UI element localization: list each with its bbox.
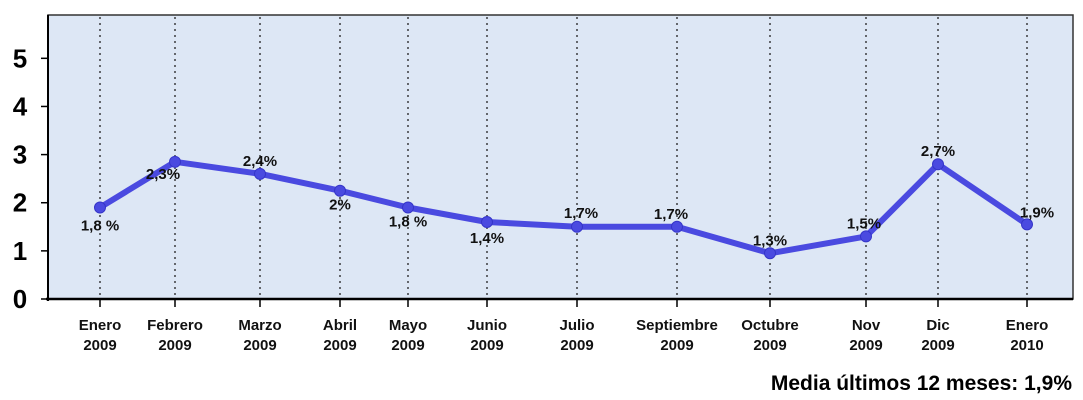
data-point-4 <box>402 201 414 214</box>
y-tick-label-5: 5 <box>13 43 27 73</box>
y-tick-labels: 0 1 2 3 4 5 <box>13 43 28 314</box>
data-label-0: 1,8 % <box>81 218 119 235</box>
y-tick-label-2: 2 <box>13 188 27 218</box>
x-tick-label-8: Octubre 2009 <box>741 317 799 354</box>
data-point-7 <box>671 220 683 233</box>
data-label-7: 1,7% <box>654 206 688 223</box>
data-label-5: 1,4% <box>470 230 504 247</box>
footnote-average: Media últimos 12 meses: 1,9% <box>771 372 1072 395</box>
x-tick-label-5: Junio 2009 <box>467 317 507 354</box>
x-tick-label-3: Abril 2009 <box>323 317 357 354</box>
x-tick-label-7: Septiembre 2009 <box>636 317 718 354</box>
data-point-10 <box>932 158 944 171</box>
data-point-8 <box>764 247 776 260</box>
x-tick-label-4: Mayo 2009 <box>389 317 427 354</box>
data-label-11: 1,9% <box>1020 204 1054 221</box>
data-label-4: 1,8 % <box>389 214 427 231</box>
y-tick-label-0: 0 <box>13 284 27 314</box>
x-tick-label-9: Nov 2009 <box>849 317 882 354</box>
data-point-6 <box>571 220 583 233</box>
data-point-1 <box>169 155 181 168</box>
x-tick-labels: Enero 2009 Febrero 2009 Marzo 2009 Abril 2009 Ma… <box>79 317 1049 354</box>
y-tick-label-3: 3 <box>13 140 27 170</box>
data-label-3: 2% <box>329 197 351 214</box>
data-point-9 <box>860 230 872 243</box>
axes <box>41 15 1073 307</box>
y-tick-label-1: 1 <box>13 236 27 266</box>
x-tick-label-0: Enero 2009 <box>79 317 122 354</box>
plot-area <box>47 14 1074 300</box>
data-label-8: 1,3% <box>753 232 787 249</box>
data-labels: 1,8 % 2,3% 2,4% 2% 1,8 % 1,4% 1,7% 1,7% 1,3% 1,5%… <box>81 143 1054 249</box>
data-label-9: 1,5% <box>847 215 881 232</box>
series-line-layer <box>97 158 1030 257</box>
data-label-6: 1,7% <box>564 205 598 222</box>
series-line <box>97 158 1030 257</box>
data-point-5 <box>481 215 493 228</box>
x-tick-label-11: Enero 2010 <box>1006 317 1049 354</box>
data-point-3 <box>334 184 346 197</box>
data-label-1: 2,3% <box>146 166 180 183</box>
grid-lines <box>99 17 1028 299</box>
data-points <box>94 155 1033 260</box>
x-tick-label-6: Julio 2009 <box>559 317 594 354</box>
data-point-0 <box>94 201 106 214</box>
data-label-2: 2,4% <box>243 153 277 170</box>
data-point-11 <box>1021 218 1033 231</box>
x-tick-label-10: Dic 2009 <box>921 317 954 354</box>
data-label-10: 2,7% <box>921 143 955 160</box>
x-tick-label-1: Febrero 2009 <box>147 317 203 354</box>
x-tick-label-2: Marzo 2009 <box>238 317 281 354</box>
data-point-2 <box>254 167 266 180</box>
y-tick-label-4: 4 <box>13 91 28 121</box>
